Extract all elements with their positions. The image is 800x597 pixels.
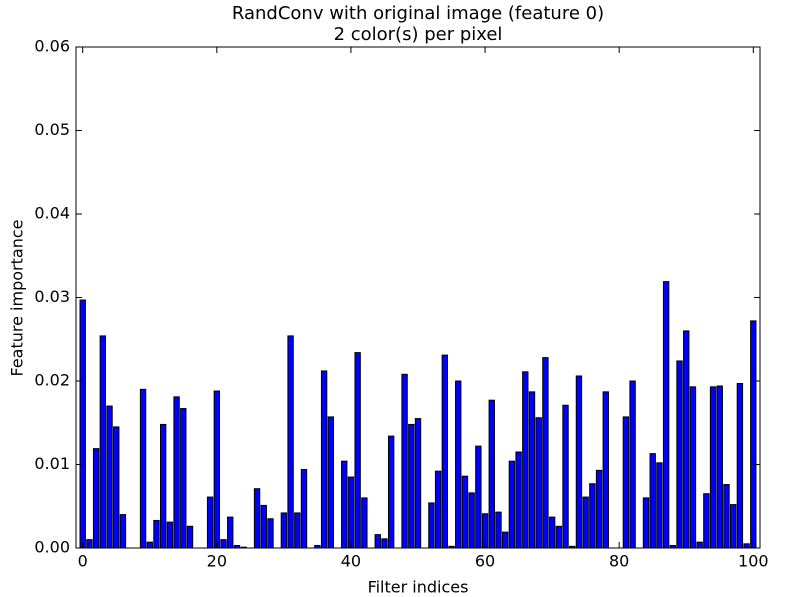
bar <box>548 516 556 549</box>
bar <box>327 416 335 549</box>
chart-title: RandConv with original image (feature 0) <box>232 3 604 24</box>
y-tick-label: 0.00 <box>34 538 70 557</box>
bar <box>206 496 214 549</box>
bar <box>522 371 529 549</box>
bar <box>750 320 757 549</box>
y-tick-label: 0.02 <box>34 371 70 390</box>
bar <box>508 460 516 549</box>
bar <box>347 476 355 549</box>
bar <box>267 518 274 549</box>
chart-subtitle: 2 color(s) per pixel <box>334 24 503 45</box>
bar <box>703 493 710 549</box>
bar <box>99 335 107 549</box>
bar <box>280 512 288 549</box>
bar <box>555 525 563 549</box>
bar <box>743 543 750 549</box>
bar <box>542 357 549 549</box>
bar <box>260 504 267 549</box>
bar <box>434 470 442 549</box>
bar <box>475 445 482 549</box>
bar <box>374 534 381 549</box>
x-tick-label: 0 <box>78 552 88 571</box>
bar <box>86 539 93 549</box>
bar <box>642 497 650 549</box>
bar <box>414 418 422 549</box>
bar <box>515 451 522 549</box>
y-tick-label: 0.06 <box>34 37 70 56</box>
y-tick-label: 0.03 <box>34 287 70 306</box>
bar <box>716 385 723 549</box>
bar <box>146 541 153 549</box>
y-tick-label: 0.01 <box>34 454 70 473</box>
bar <box>227 516 234 549</box>
bar <box>173 396 180 549</box>
bar <box>709 386 717 549</box>
bar <box>676 360 683 549</box>
bar <box>361 497 368 549</box>
x-tick-label: 80 <box>609 552 629 571</box>
bar <box>575 375 583 549</box>
bar <box>180 408 187 549</box>
bar <box>106 405 113 549</box>
bar <box>159 423 167 549</box>
y-tick-label: 0.05 <box>34 120 70 139</box>
bar <box>166 521 174 549</box>
bar <box>79 299 86 549</box>
x-tick-label: 40 <box>341 552 361 571</box>
bar <box>528 391 536 549</box>
x-tick-label: 60 <box>475 552 495 571</box>
bar <box>602 391 609 549</box>
bar <box>287 335 294 549</box>
bar <box>153 519 160 549</box>
bar <box>294 512 301 549</box>
bar <box>562 404 569 549</box>
bar <box>408 423 415 549</box>
bar <box>455 380 462 549</box>
bar <box>341 460 348 549</box>
bar <box>582 496 589 549</box>
bar <box>736 383 744 549</box>
bar <box>113 426 120 549</box>
bar <box>253 488 261 549</box>
bar <box>441 354 449 549</box>
bar <box>461 475 469 549</box>
bar <box>139 388 147 549</box>
bar <box>186 525 194 549</box>
y-axis-label: Feature importance <box>8 220 27 377</box>
bar <box>723 484 730 549</box>
bar <box>729 504 737 549</box>
bar <box>354 352 361 549</box>
bar <box>649 453 656 549</box>
bar <box>696 541 703 549</box>
bar <box>662 281 670 549</box>
bar <box>683 330 690 549</box>
bar <box>220 539 227 549</box>
x-axis-label: Filter indices <box>368 578 469 597</box>
bar <box>92 448 100 549</box>
bar <box>320 370 328 549</box>
bar <box>501 531 509 549</box>
bar <box>428 502 435 549</box>
bar <box>381 538 388 549</box>
bar <box>401 373 408 549</box>
bar <box>387 435 395 549</box>
x-tick-label: 100 <box>738 552 769 571</box>
bar <box>629 380 636 549</box>
bar <box>589 483 596 549</box>
y-tick-label: 0.04 <box>34 204 70 223</box>
bar <box>495 511 502 549</box>
bar <box>213 390 221 549</box>
bar <box>535 417 542 549</box>
bar <box>622 416 630 549</box>
bar <box>656 462 663 549</box>
bar <box>119 514 127 549</box>
x-tick-label: 20 <box>207 552 227 571</box>
bar <box>689 386 697 549</box>
bar <box>595 469 603 549</box>
bar <box>300 469 308 549</box>
bar <box>488 399 495 549</box>
bar <box>468 492 475 549</box>
